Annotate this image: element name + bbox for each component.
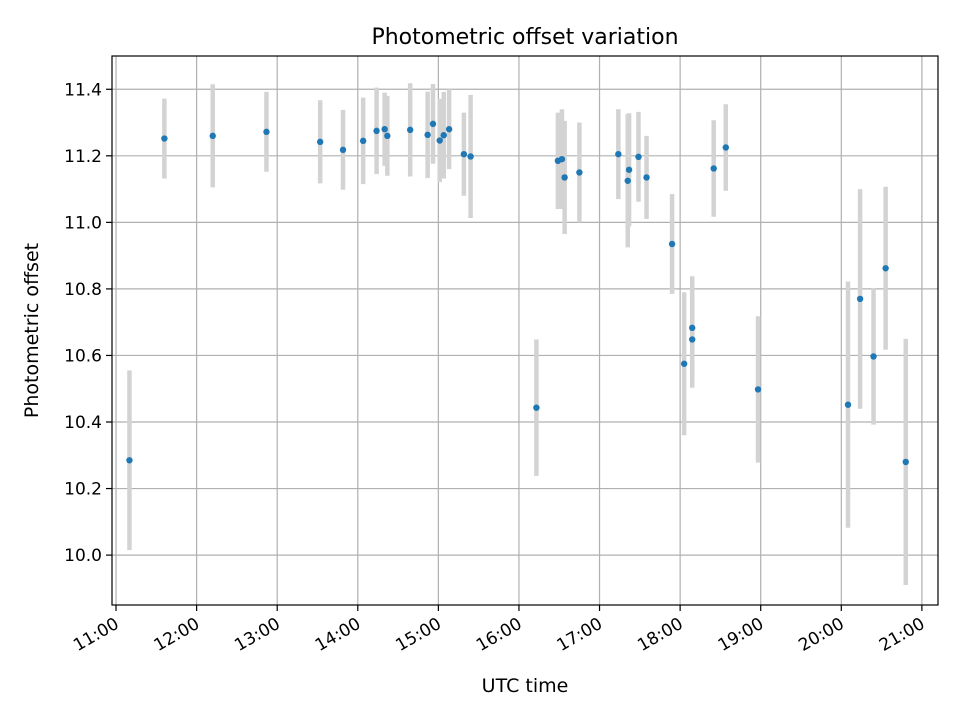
x-axis-label: UTC time (482, 675, 569, 697)
data-point (126, 457, 133, 464)
data-point (625, 166, 633, 173)
data-point (882, 265, 889, 272)
y-tick-label: 10.4 (64, 413, 102, 433)
data-point (870, 353, 877, 360)
data-point (561, 174, 568, 181)
y-tick-label: 11.4 (64, 80, 102, 100)
y-tick-label: 10.2 (64, 480, 102, 500)
data-point (689, 336, 696, 343)
data-point (668, 240, 676, 248)
data-point (710, 165, 717, 172)
y-tick-label: 11.0 (64, 213, 102, 233)
data-point (209, 132, 216, 140)
data-point (161, 135, 168, 142)
data-points (126, 120, 909, 466)
data-point (615, 150, 622, 158)
data-point (558, 155, 566, 163)
data-point (445, 126, 453, 133)
data-point (754, 386, 762, 393)
data-point (643, 174, 650, 181)
data-point (576, 169, 583, 176)
data-point (373, 127, 380, 135)
data-point (381, 126, 388, 133)
data-point (384, 132, 391, 140)
y-tick-label: 11.2 (64, 147, 102, 167)
y-tick-label: 10.0 (64, 546, 102, 566)
data-point (844, 401, 852, 408)
chart-title: Photometric offset variation (371, 25, 678, 50)
grid (112, 56, 938, 605)
y-tick-label: 10.8 (64, 280, 102, 300)
y-axis-label: Photometric offset (21, 243, 43, 418)
data-point (902, 458, 909, 466)
data-point (680, 360, 688, 367)
data-point (624, 177, 631, 184)
data-point (316, 138, 324, 146)
data-point (460, 150, 468, 158)
data-point (339, 146, 347, 154)
data-point (263, 128, 270, 136)
data-point (856, 295, 864, 303)
y-tick-label: 10.6 (64, 346, 102, 366)
data-point (635, 153, 642, 161)
data-point (429, 120, 437, 128)
data-point (689, 324, 696, 332)
data-point (467, 153, 474, 160)
data-point (359, 137, 367, 145)
data-point (533, 404, 540, 411)
data-point (440, 131, 447, 139)
data-point (424, 131, 431, 139)
data-point (436, 137, 443, 144)
data-point (722, 144, 729, 151)
plot-frame (111, 55, 939, 606)
data-point (406, 126, 414, 134)
